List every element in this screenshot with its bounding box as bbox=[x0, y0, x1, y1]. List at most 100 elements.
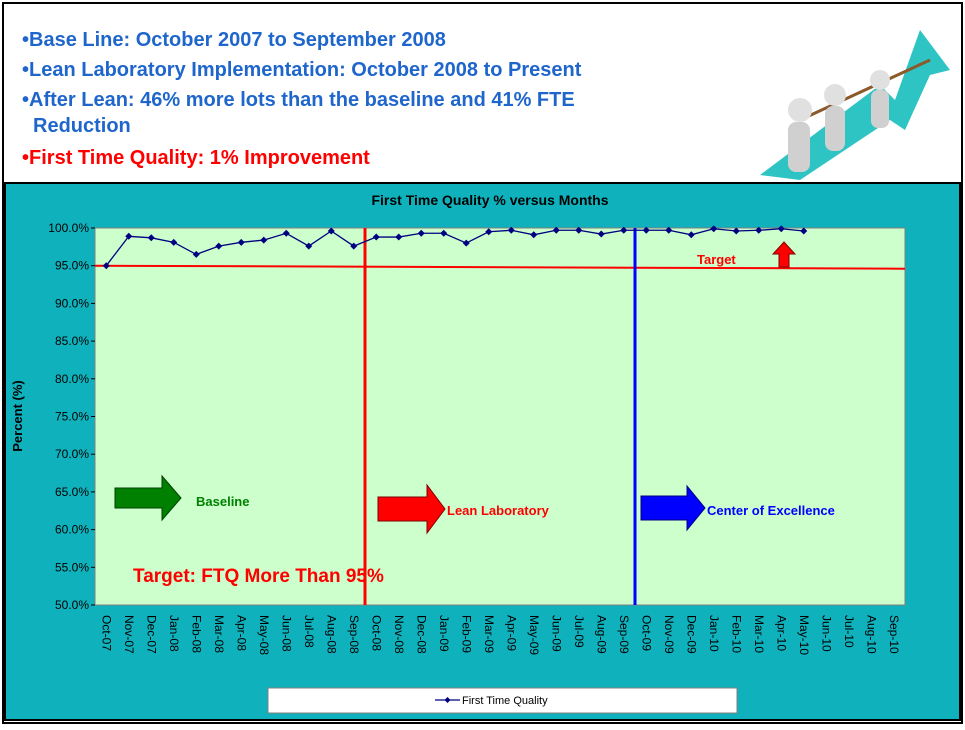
data-marker bbox=[620, 226, 628, 234]
bullet-text: Reduction bbox=[33, 115, 131, 137]
x-tick-label: Mar-08 bbox=[212, 615, 226, 653]
x-tick-label: Feb-10 bbox=[729, 615, 743, 653]
y-tick-label: 65.0% bbox=[55, 485, 89, 499]
figure-body bbox=[871, 90, 889, 128]
x-tick-label: Jul-08 bbox=[302, 615, 316, 648]
x-tick-label: Sep-08 bbox=[347, 615, 361, 654]
x-tick-label: May-10 bbox=[797, 615, 811, 655]
x-tick-label: Feb-09 bbox=[459, 615, 473, 653]
x-tick-label: Sep-09 bbox=[617, 615, 631, 654]
figure-head bbox=[824, 84, 846, 106]
annotation: Lean Laboratory bbox=[447, 503, 550, 518]
x-tick-label: Nov-09 bbox=[662, 615, 676, 654]
x-tick-label: Sep-10 bbox=[887, 615, 901, 654]
x-tick-label: Jan-10 bbox=[707, 615, 721, 652]
x-tick-label: Aug-09 bbox=[594, 615, 608, 654]
bullet: •Base Line: October 2007 to September 20… bbox=[22, 29, 446, 51]
data-marker bbox=[372, 233, 380, 241]
data-marker bbox=[170, 238, 178, 246]
x-tick-label: Aug-08 bbox=[324, 615, 338, 654]
y-tick-label: 55.0% bbox=[55, 560, 89, 574]
x-tick-label: Mar-09 bbox=[482, 615, 496, 653]
data-marker bbox=[552, 226, 560, 234]
series-line bbox=[105, 228, 804, 267]
bullet-text: Lean Laboratory Implementation: October … bbox=[29, 59, 582, 81]
annotation: Baseline bbox=[196, 494, 249, 509]
bullet: •Lean Laboratory Implementation: October… bbox=[22, 59, 582, 81]
x-tick-label: Dec-08 bbox=[414, 615, 428, 654]
y-tick-label: 70.0% bbox=[55, 447, 89, 461]
annotation: Target: FTQ More Than 95% bbox=[133, 566, 384, 587]
x-tick-label: Apr-09 bbox=[504, 615, 518, 651]
y-tick-label: 60.0% bbox=[55, 523, 89, 537]
data-marker bbox=[305, 242, 313, 250]
bullet-text: First Time Quality: 1% Improvement bbox=[29, 147, 370, 169]
x-tick-label: Jun-08 bbox=[279, 615, 293, 652]
annotation-arrows bbox=[114, 241, 797, 535]
arrow bbox=[377, 483, 446, 535]
bullet-text: Base Line: October 2007 to September 200… bbox=[29, 29, 446, 51]
figure-body bbox=[825, 106, 845, 151]
figure-head bbox=[870, 70, 890, 90]
data-marker bbox=[102, 262, 110, 270]
x-tick-label: Oct-07 bbox=[99, 615, 113, 651]
bullet-text: After Lean: 46% more lots than the basel… bbox=[29, 89, 575, 111]
rope bbox=[799, 58, 931, 122]
figure-head bbox=[788, 98, 812, 122]
data-marker bbox=[282, 229, 290, 237]
data-marker bbox=[260, 236, 268, 244]
y-axis-label: Percent (%) bbox=[10, 380, 25, 452]
data-marker bbox=[530, 231, 538, 239]
data-marker bbox=[327, 227, 335, 235]
data-marker bbox=[192, 250, 200, 258]
x-tick-label: Aug-10 bbox=[864, 615, 878, 654]
target-line bbox=[94, 264, 906, 270]
legend bbox=[267, 687, 738, 714]
x-tick-label: Feb-08 bbox=[189, 615, 203, 653]
data-marker bbox=[755, 226, 763, 234]
data-marker bbox=[237, 238, 245, 246]
x-tick-label: Nov-08 bbox=[392, 615, 406, 654]
legend-marker bbox=[444, 697, 451, 703]
chart-title: First Time Quality % versus Months bbox=[371, 192, 608, 208]
y-tick-label: 75.0% bbox=[55, 410, 89, 424]
data-marker bbox=[215, 242, 223, 250]
data-marker bbox=[597, 230, 605, 238]
y-tick-label: 90.0% bbox=[55, 296, 89, 310]
bullet: •First Time Quality: 1% Improvement bbox=[22, 147, 370, 169]
x-tick-label: Apr-10 bbox=[774, 615, 788, 651]
x-tick-label: Jul-09 bbox=[572, 615, 586, 648]
x-tick-label: Nov-07 bbox=[122, 615, 136, 654]
data-marker bbox=[147, 234, 155, 242]
plot-area bbox=[94, 227, 906, 606]
figure-body bbox=[788, 122, 810, 172]
data-marker bbox=[507, 226, 515, 234]
data-marker bbox=[800, 227, 808, 235]
legend-label: First Time Quality bbox=[462, 695, 548, 707]
x-tick-label: Mar-10 bbox=[752, 615, 766, 653]
x-tick-label: Jan-09 bbox=[437, 615, 451, 652]
x-tick-label: Jul-10 bbox=[842, 615, 856, 648]
x-tick-label: Oct-09 bbox=[639, 615, 653, 651]
data-marker bbox=[350, 242, 358, 250]
x-tick-label: Apr-08 bbox=[234, 615, 248, 651]
annotation: Target bbox=[697, 252, 736, 267]
x-tick-label: May-08 bbox=[257, 615, 271, 655]
x-tick-label: Oct-08 bbox=[369, 615, 383, 651]
annotation: Center of Excellence bbox=[707, 503, 835, 518]
x-tick-label: Dec-07 bbox=[144, 615, 158, 654]
data-marker bbox=[462, 239, 470, 247]
data-marker bbox=[732, 227, 740, 235]
data-marker bbox=[485, 228, 493, 236]
y-tick-label: 95.0% bbox=[55, 259, 89, 273]
y-tick-label: 100.0% bbox=[48, 221, 89, 235]
data-marker bbox=[642, 226, 650, 234]
data-marker bbox=[125, 232, 133, 240]
y-tick-label: 50.0% bbox=[55, 598, 89, 612]
arrow bbox=[114, 474, 182, 522]
bullet: •After Lean: 46% more lots than the base… bbox=[22, 89, 575, 111]
data-marker bbox=[687, 231, 695, 239]
bullets: •Base Line: October 2007 to September 20… bbox=[22, 29, 582, 169]
x-tick-label: Jan-08 bbox=[167, 615, 181, 652]
